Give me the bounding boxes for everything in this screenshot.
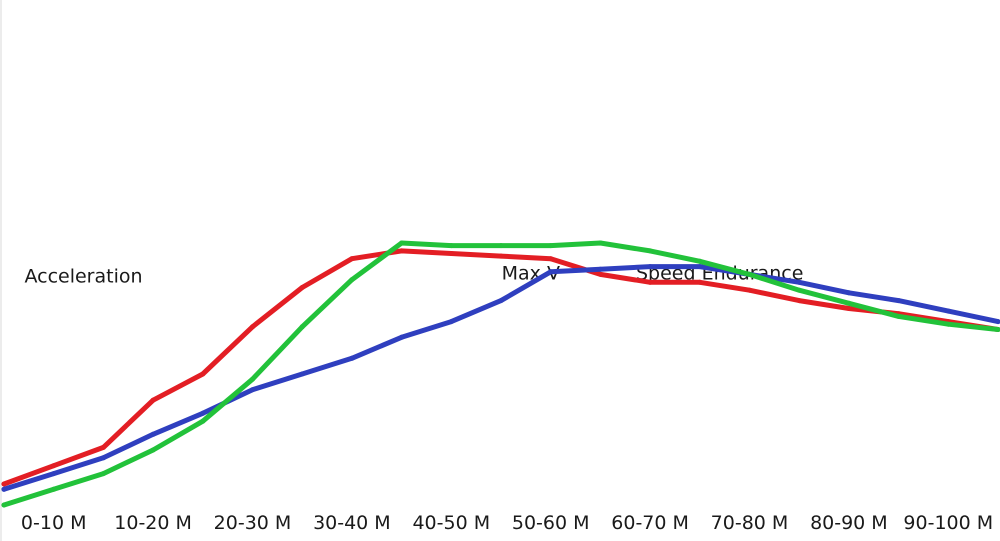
series-3-point (796, 287, 802, 293)
series-1-point (200, 371, 206, 377)
series-1-point (1, 481, 7, 487)
x-tick-label: 30-40 M (313, 512, 391, 534)
series-3-point (995, 327, 1000, 332)
series-3-point (896, 313, 902, 319)
series-1-point (498, 253, 504, 259)
series-3-point (846, 300, 852, 306)
series-3-point (498, 243, 504, 249)
series-1-point (448, 251, 454, 256)
series-3-point (597, 240, 603, 246)
series-2-point (399, 334, 405, 340)
series-2-point (697, 264, 703, 270)
series-3-point (349, 277, 355, 283)
series-3-point (747, 271, 752, 277)
series-3-point (697, 258, 703, 264)
series-2-point (846, 290, 852, 296)
series-2-point (896, 298, 902, 304)
series-2-point (945, 308, 951, 314)
series-1-point (100, 444, 106, 450)
series-2-point (349, 355, 355, 361)
series-1-point (51, 463, 57, 469)
series-3-point (100, 471, 106, 477)
series-1-point (697, 279, 703, 285)
series-1-point (399, 248, 405, 254)
series-2-point (51, 471, 57, 477)
series-1-point (150, 397, 156, 403)
x-tick-label: 70-80 M (711, 512, 789, 534)
x-axis-tick-labels: 0-10 M 10-20 M 20-30 M 30-40 M 40-50 M 50-60 … (21, 512, 993, 534)
series-2-point (299, 371, 305, 377)
x-tick-label: 10-20 M (114, 512, 192, 534)
series-3-point (548, 243, 554, 249)
series-1-point (250, 324, 255, 330)
series-2-point (498, 298, 504, 304)
series-2-point (647, 264, 653, 270)
series-2-point (796, 279, 802, 285)
x-tick-label: 20-30 M (214, 512, 292, 534)
series-3-point (448, 243, 454, 249)
series-3-point (399, 240, 405, 246)
series-1-point (597, 271, 603, 277)
x-tick-label: 50-60 M (512, 512, 590, 534)
x-tick-label: 90-100 M (903, 512, 993, 534)
series-3-point (51, 486, 57, 492)
series-1-point (548, 256, 554, 262)
series-3-point (945, 321, 951, 327)
series-1-point (647, 279, 653, 285)
x-tick-label: 60-70 M (611, 512, 689, 534)
series-1 (1, 248, 1000, 487)
series-2 (1, 264, 1000, 492)
series-1-point (846, 306, 852, 311)
series-group (1, 240, 1000, 508)
x-tick-label: 80-90 M (810, 512, 888, 534)
series-3-point (1, 502, 7, 508)
series-2-point (597, 266, 603, 272)
series-2-point (448, 319, 454, 325)
series-3-point (299, 324, 305, 330)
series-1-point (299, 285, 305, 290)
series-3-point (200, 418, 206, 424)
series-1-point (796, 298, 802, 304)
series-2-point (150, 431, 156, 437)
x-tick-label: 40-50 M (412, 512, 490, 534)
series-2-point (250, 387, 255, 393)
series-3-point (250, 376, 255, 382)
series-2-point (548, 269, 554, 275)
series-2-point (1, 486, 7, 492)
series-2-point (200, 410, 206, 416)
series-2-point (100, 455, 106, 461)
annotation-label: Acceleration (24, 265, 142, 287)
annotation-label: Max V (502, 263, 560, 285)
series-3-point (150, 447, 156, 453)
series-3 (1, 240, 1000, 508)
series-1-point (747, 287, 752, 293)
series-3-point (647, 248, 653, 254)
x-tick-label: 0-10 M (21, 512, 87, 534)
series-1-point (349, 256, 355, 262)
series-2-point (995, 319, 1000, 325)
